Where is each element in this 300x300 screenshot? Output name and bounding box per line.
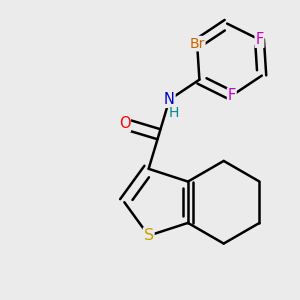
Text: S: S (144, 228, 154, 243)
Text: Br: Br (189, 37, 205, 51)
Text: N: N (164, 92, 175, 107)
Text: H: H (169, 106, 179, 120)
Text: F: F (228, 88, 236, 103)
Text: O: O (118, 116, 130, 131)
Text: F: F (255, 32, 264, 47)
